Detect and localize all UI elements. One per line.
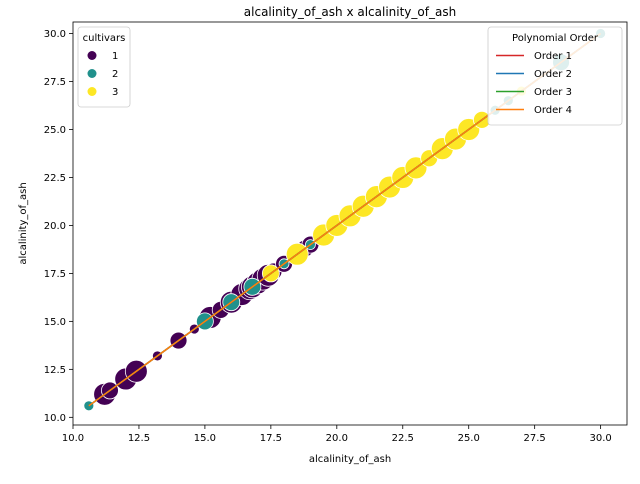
y-tick-label: 12.5 xyxy=(44,365,66,376)
x-axis-label: alcalinity_of_ash xyxy=(309,454,391,465)
legend-label: 2 xyxy=(112,69,118,80)
legend-box xyxy=(487,26,623,126)
legend-box xyxy=(77,26,131,108)
x-tick-label: 25.0 xyxy=(458,433,480,444)
cultivars-legend: cultivars 1 2 3 xyxy=(77,26,131,108)
x-tick-label: 20.0 xyxy=(326,433,348,444)
legend-marker xyxy=(87,69,97,78)
y-tick-label: 15.0 xyxy=(44,317,66,328)
x-axis: 10.0 12.5 15.0 17.5 20.0 22.5 25.0 27.5 30.0 xyxy=(62,425,612,444)
x-tick-label: 27.5 xyxy=(524,433,546,444)
legend-marker xyxy=(87,51,97,60)
legend-title: cultivars xyxy=(83,33,126,44)
y-tick-label: 30.0 xyxy=(44,29,66,40)
legend-label: Order 3 xyxy=(534,87,572,98)
legend-label: Order 4 xyxy=(534,105,572,116)
x-tick-label: 12.5 xyxy=(128,433,150,444)
y-tick-label: 27.5 xyxy=(44,77,66,88)
x-tick-label: 30.0 xyxy=(589,433,611,444)
y-axis-label: alcalinity_of_ash xyxy=(18,182,29,264)
x-tick-label: 15.0 xyxy=(194,433,216,444)
legend-title: Polynomial Order xyxy=(512,33,599,44)
x-tick-label: 22.5 xyxy=(392,433,414,444)
legend-marker xyxy=(87,87,97,96)
y-axis: 10.0 12.5 15.0 17.5 20.0 22.5 25.0 27.5 30.0 xyxy=(44,29,73,424)
legend-label: Order 1 xyxy=(534,51,572,62)
y-tick-label: 17.5 xyxy=(44,269,66,280)
y-tick-label: 20.0 xyxy=(44,221,66,232)
legend-label: Order 2 xyxy=(534,69,572,80)
polynomial-order-legend: Polynomial Order Order 1 Order 2 Order 3 Ord… xyxy=(487,26,623,126)
legend-label: 1 xyxy=(112,51,118,62)
chart-title: alcalinity_of_ash x alcalinity_of_ash xyxy=(244,5,456,19)
plot-frame xyxy=(72,21,628,426)
x-tick-label: 10.0 xyxy=(62,433,84,444)
x-tick-label: 17.5 xyxy=(260,433,282,444)
y-tick-label: 22.5 xyxy=(44,173,66,184)
y-tick-label: 10.0 xyxy=(44,413,66,424)
y-tick-label: 25.0 xyxy=(44,125,66,136)
legend-label: 3 xyxy=(112,87,118,98)
